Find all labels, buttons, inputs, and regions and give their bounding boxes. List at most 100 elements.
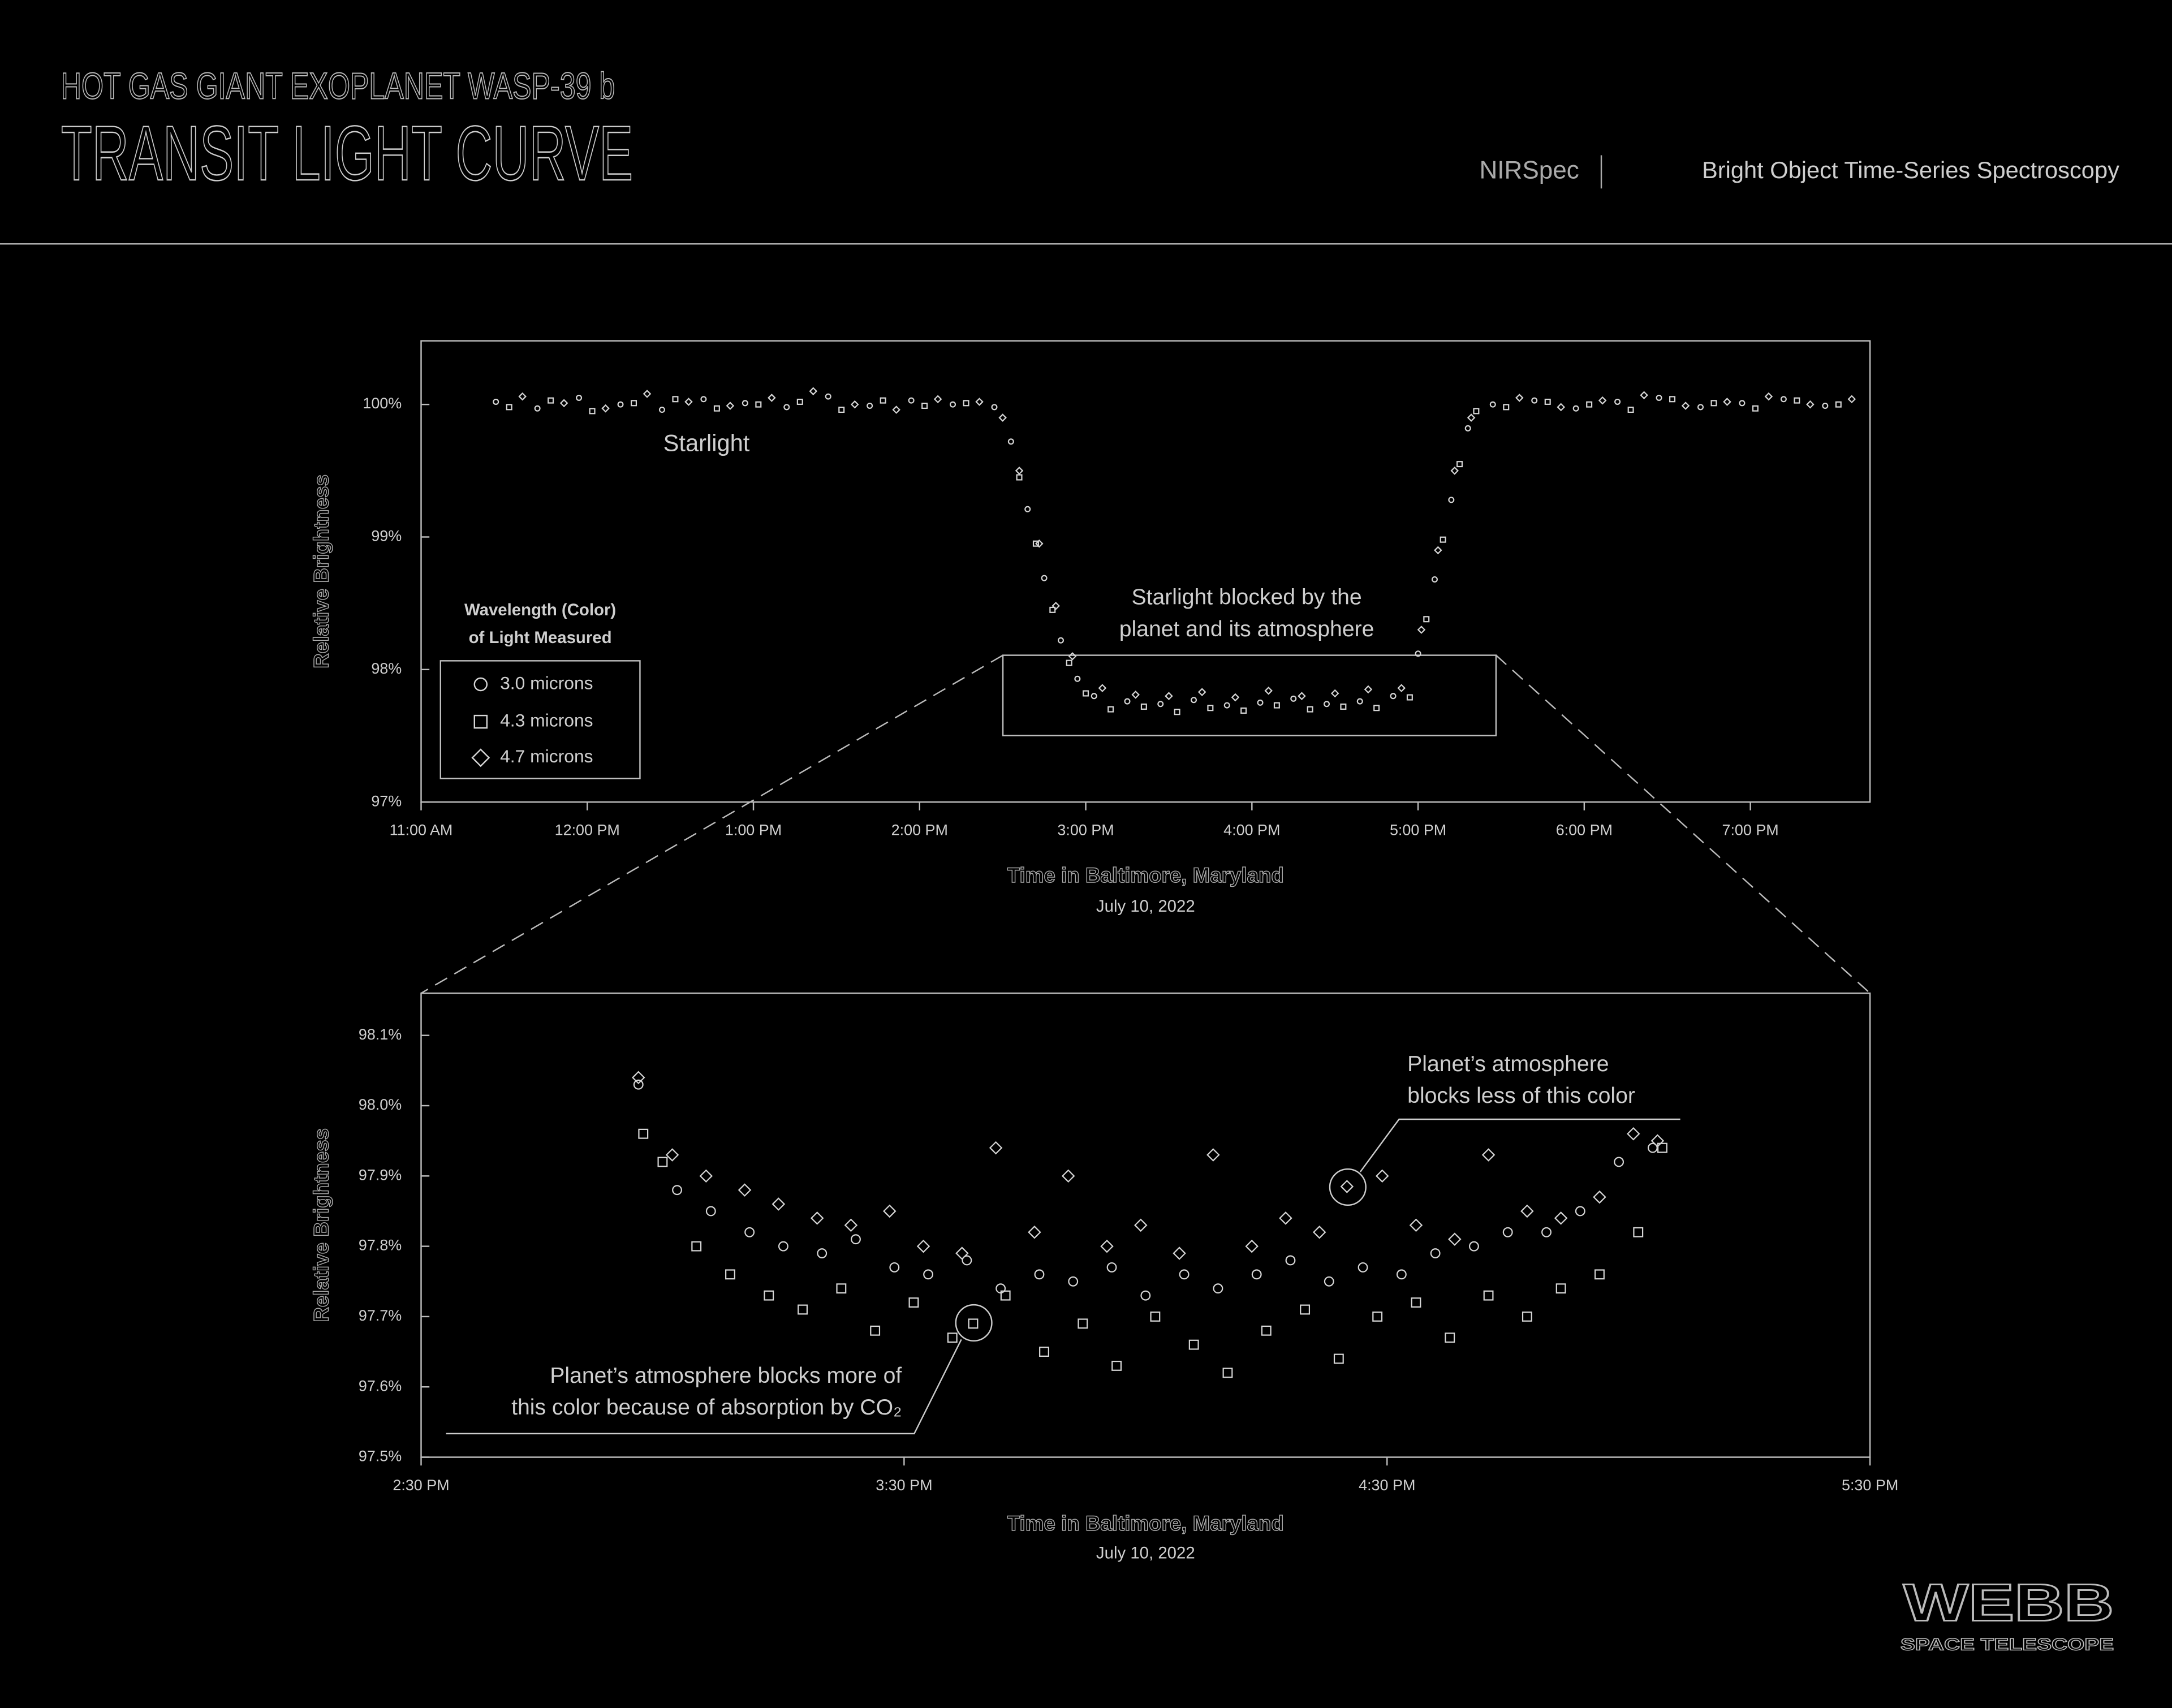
point bbox=[1440, 536, 1446, 543]
point bbox=[1032, 540, 1039, 547]
point bbox=[1131, 691, 1140, 699]
point bbox=[1330, 689, 1339, 698]
legend-marker bbox=[471, 748, 490, 767]
point bbox=[1039, 1347, 1049, 1357]
x-tick-label: 12:00 PM bbox=[555, 822, 620, 839]
x-tick-label: 11:00 AM bbox=[390, 822, 453, 839]
point bbox=[1107, 706, 1114, 713]
point bbox=[1469, 1241, 1479, 1252]
point bbox=[1764, 392, 1773, 401]
point bbox=[1140, 1290, 1151, 1301]
point bbox=[1669, 396, 1676, 403]
point bbox=[1024, 506, 1031, 512]
point bbox=[1445, 1332, 1455, 1343]
zoom-box bbox=[1002, 654, 1497, 736]
point bbox=[1456, 461, 1463, 468]
point bbox=[783, 404, 790, 411]
point bbox=[1409, 1218, 1423, 1232]
point bbox=[1150, 1311, 1161, 1322]
point bbox=[691, 1241, 702, 1252]
point bbox=[658, 407, 665, 413]
point bbox=[1541, 1227, 1552, 1237]
point bbox=[963, 400, 969, 407]
x-tick-label: 3:30 PM bbox=[876, 1477, 932, 1494]
x-tick-label: 2:30 PM bbox=[393, 1477, 449, 1494]
point bbox=[1231, 693, 1240, 702]
point bbox=[1273, 702, 1280, 709]
point bbox=[817, 1248, 828, 1258]
point bbox=[1752, 405, 1759, 412]
point bbox=[1531, 397, 1538, 404]
point bbox=[1049, 606, 1056, 613]
point bbox=[921, 402, 928, 409]
point bbox=[1448, 1232, 1462, 1246]
point bbox=[1016, 474, 1023, 481]
annotation: this color because of absorption by CO₂ bbox=[511, 1395, 902, 1420]
point bbox=[955, 1247, 969, 1260]
x-tick-label: 4:30 PM bbox=[1359, 1477, 1415, 1494]
y-tick-label: 98.1% bbox=[359, 1026, 402, 1043]
point bbox=[1364, 685, 1373, 694]
point bbox=[1245, 1239, 1259, 1253]
point bbox=[633, 1079, 644, 1090]
point bbox=[836, 1283, 847, 1294]
point bbox=[1431, 576, 1438, 583]
point bbox=[1450, 467, 1459, 475]
x-tick-label: 3:00 PM bbox=[1057, 822, 1114, 839]
x-axis-label: Time in Baltimore, Maryland bbox=[1007, 1512, 1284, 1535]
plot-frame bbox=[420, 340, 1871, 803]
point bbox=[1124, 698, 1131, 705]
point bbox=[991, 404, 998, 411]
point bbox=[1057, 637, 1064, 644]
point bbox=[1098, 684, 1107, 692]
point bbox=[638, 1128, 649, 1139]
point bbox=[1068, 652, 1077, 661]
point bbox=[844, 1218, 858, 1232]
y-axis-label: Relative Brightness bbox=[309, 1128, 333, 1322]
point bbox=[1473, 408, 1480, 415]
point bbox=[1555, 1283, 1566, 1294]
point bbox=[1417, 626, 1426, 634]
point bbox=[1593, 1190, 1606, 1204]
point bbox=[1467, 413, 1476, 422]
y-tick-label: 98% bbox=[371, 660, 402, 677]
point bbox=[975, 398, 984, 406]
point bbox=[1681, 402, 1690, 410]
point bbox=[1434, 546, 1442, 555]
x-tick-label: 7:00 PM bbox=[1722, 822, 1778, 839]
point bbox=[1165, 692, 1173, 700]
point bbox=[705, 1206, 716, 1217]
point bbox=[1390, 693, 1397, 700]
point bbox=[1298, 692, 1306, 700]
point bbox=[796, 398, 803, 405]
point bbox=[908, 397, 915, 404]
point bbox=[657, 1157, 668, 1167]
point bbox=[506, 404, 512, 411]
legend-title: of Light Measured bbox=[469, 628, 612, 647]
point bbox=[699, 1169, 713, 1183]
point bbox=[1035, 539, 1044, 548]
point bbox=[1222, 1368, 1233, 1378]
point bbox=[851, 1234, 861, 1245]
legend-label: 4.7 microns bbox=[500, 746, 593, 766]
point bbox=[548, 397, 554, 404]
point bbox=[1290, 695, 1297, 702]
instrument: NIRSpec bbox=[1479, 157, 1579, 184]
point bbox=[1312, 1226, 1326, 1239]
point bbox=[617, 401, 624, 408]
point bbox=[1515, 394, 1524, 402]
annotation: Planet’s atmosphere blocks more of bbox=[550, 1364, 902, 1388]
point bbox=[880, 397, 886, 404]
point bbox=[1324, 1276, 1334, 1287]
point bbox=[883, 1204, 897, 1218]
point bbox=[1598, 396, 1607, 405]
point bbox=[518, 392, 527, 401]
point bbox=[1356, 698, 1363, 705]
legend-box bbox=[439, 660, 641, 779]
point bbox=[742, 400, 748, 407]
point bbox=[643, 390, 652, 398]
point bbox=[1586, 401, 1593, 408]
point bbox=[725, 1269, 735, 1280]
point bbox=[1575, 1206, 1585, 1217]
point bbox=[1206, 1148, 1220, 1162]
